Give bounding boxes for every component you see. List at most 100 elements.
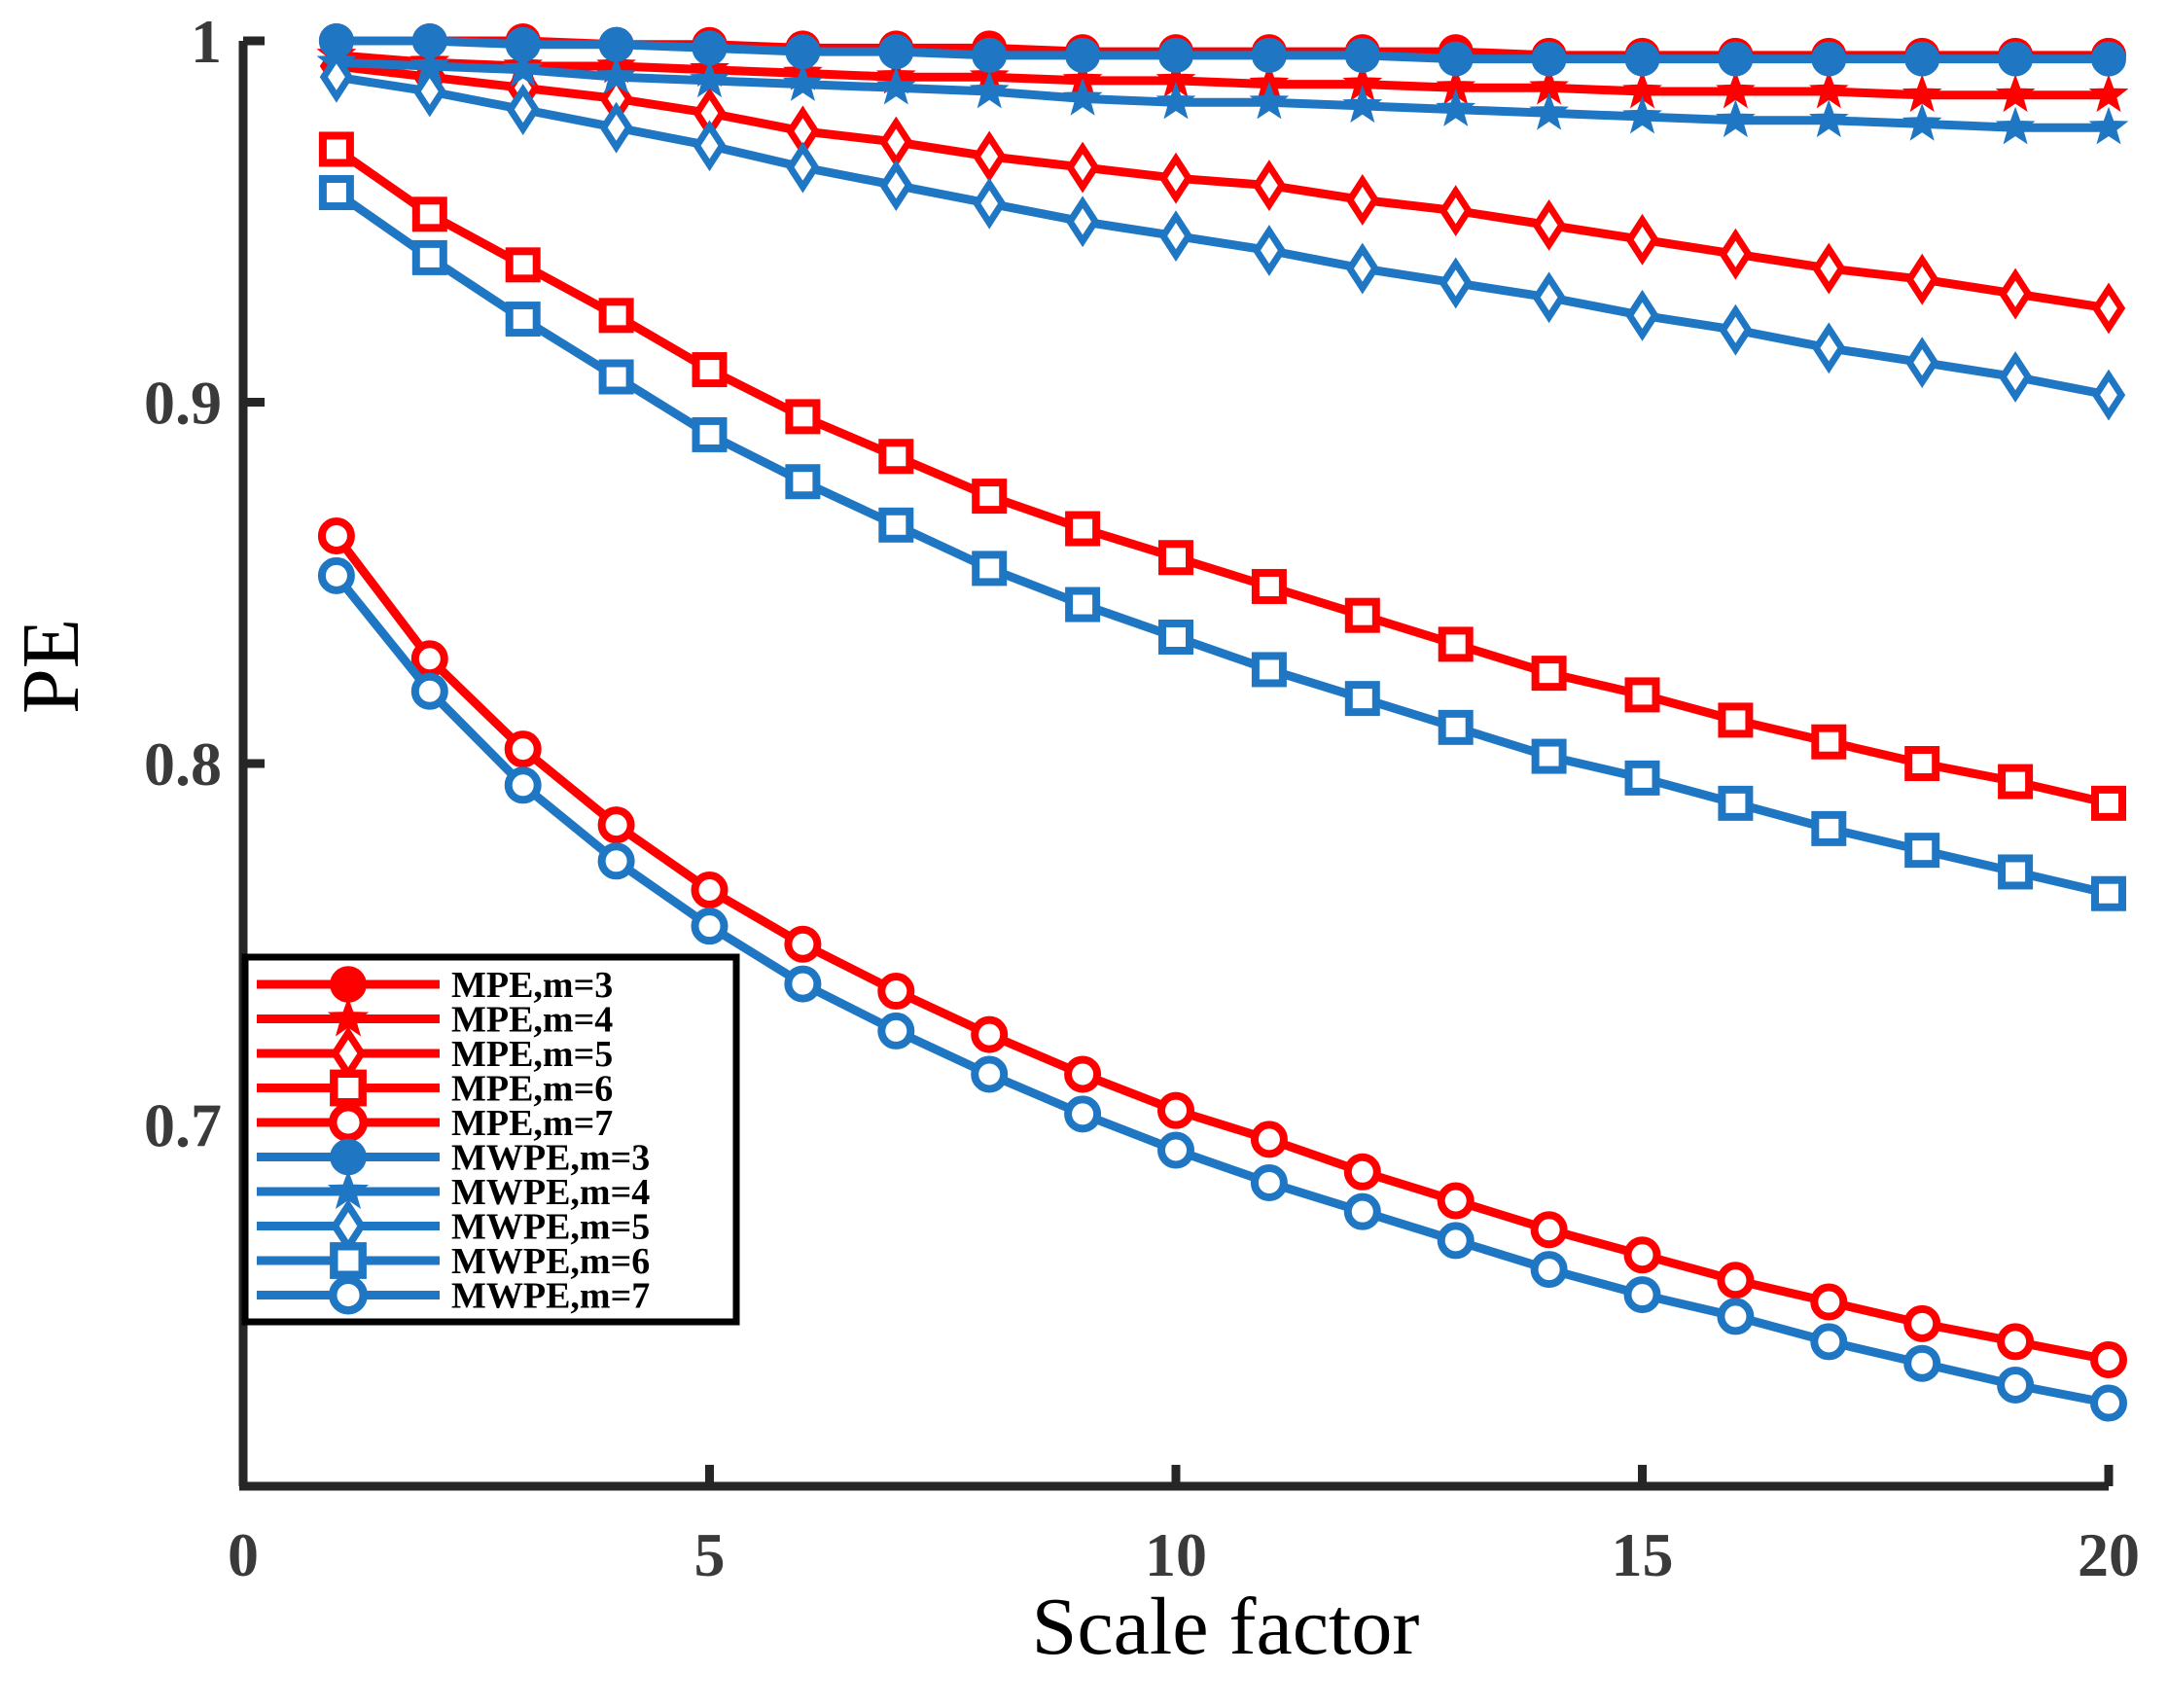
data-point-mpe-m-4 — [1808, 70, 1849, 109]
legend: MPE,m=3MPE,m=4MPE,m=5MPE,m=6MPE,m=7MWPE,… — [241, 953, 740, 1326]
data-point-mpe-m-4 — [1995, 74, 2036, 113]
data-point-mwpe-m-5 — [1158, 210, 1193, 263]
data-point-mwpe-m-4 — [1342, 85, 1383, 124]
data-point-mwpe-m-3 — [1438, 41, 1474, 77]
data-point-mwpe-m-6 — [505, 302, 541, 338]
data-point-mpe-m-6 — [2091, 785, 2126, 821]
data-point-mwpe-m-3 — [1531, 41, 1567, 77]
y-tick-label: 0.7 — [144, 1091, 222, 1160]
data-point-mpe-m-7 — [1530, 1211, 1568, 1249]
data-point-mwpe-m-6 — [1624, 760, 1660, 796]
legend-marker — [327, 997, 370, 1037]
data-point-mwpe-m-4 — [1808, 99, 1849, 138]
legend-entry-mwpe-m-6: MWPE,m=6 — [257, 1241, 650, 1282]
data-point-mwpe-m-6 — [692, 416, 728, 452]
data-point-mwpe-m-7 — [1064, 1095, 1102, 1133]
data-point-mpe-m-6 — [1998, 764, 2034, 800]
data-point-mwpe-m-5 — [319, 51, 354, 103]
data-point-mpe-m-7 — [1343, 1153, 1381, 1191]
data-point-mwpe-m-3 — [1065, 37, 1101, 73]
legend-label: MPE,m=4 — [451, 1000, 613, 1041]
data-point-mpe-m-4 — [1716, 70, 1756, 109]
data-point-mwpe-m-6 — [1904, 833, 1940, 869]
data-point-mpe-m-6 — [1624, 677, 1660, 713]
data-point-mwpe-m-4 — [596, 55, 636, 94]
data-point-mpe-m-5 — [1532, 199, 1566, 251]
data-point-mwpe-m-4 — [1529, 91, 1569, 130]
data-point-mwpe-m-5 — [786, 141, 820, 194]
series-mwpe-m-5 — [319, 51, 2126, 421]
legend-label: MWPE,m=3 — [451, 1138, 650, 1179]
data-point-mwpe-m-5 — [1998, 351, 2033, 403]
data-point-mpe-m-7 — [971, 1015, 1009, 1053]
data-point-mpe-m-7 — [410, 640, 448, 678]
legend-label: MPE,m=3 — [451, 965, 613, 1006]
data-point-mpe-m-7 — [784, 925, 822, 963]
data-point-mpe-m-7 — [691, 872, 729, 909]
x-tick-label: 0 — [228, 1520, 259, 1589]
data-point-mpe-m-6 — [972, 479, 1008, 515]
data-point-mwpe-m-5 — [1345, 242, 1379, 295]
data-point-mwpe-m-7 — [1343, 1192, 1381, 1230]
series-mwpe-m-3 — [318, 23, 2126, 77]
data-point-mpe-m-5 — [1719, 228, 1753, 280]
data-point-mpe-m-5 — [1345, 174, 1379, 226]
data-point-mwpe-m-3 — [785, 34, 821, 70]
data-point-mwpe-m-3 — [1158, 37, 1193, 73]
data-point-mwpe-m-7 — [1903, 1344, 1941, 1382]
x-tick-label: 5 — [694, 1520, 726, 1589]
data-point-mwpe-m-6 — [2091, 875, 2126, 911]
y-tick-label: 0.8 — [144, 729, 222, 799]
data-point-mpe-m-4 — [2088, 74, 2129, 113]
data-point-mwpe-m-7 — [410, 672, 448, 710]
legend-marker — [329, 1275, 368, 1315]
data-point-mwpe-m-6 — [318, 175, 354, 211]
data-point-mpe-m-6 — [1811, 724, 1847, 760]
data-point-mwpe-m-7 — [1810, 1323, 1848, 1361]
data-point-mwpe-m-6 — [785, 464, 821, 500]
data-point-mwpe-m-4 — [1249, 81, 1290, 120]
data-point-mpe-m-6 — [878, 439, 914, 475]
data-point-mpe-m-7 — [877, 973, 915, 1011]
series-mpe-m-6 — [318, 131, 2126, 821]
data-point-mwpe-m-4 — [783, 63, 823, 101]
legend-marker — [330, 1138, 367, 1176]
data-point-mwpe-m-4 — [875, 66, 916, 105]
data-point-mwpe-m-5 — [693, 120, 727, 172]
data-point-mpe-m-6 — [692, 352, 728, 388]
legend-label: MPE,m=7 — [451, 1103, 613, 1144]
legend-marker — [330, 1242, 367, 1279]
data-point-mpe-m-6 — [1531, 656, 1567, 692]
data-point-mpe-m-6 — [318, 131, 354, 167]
legend-entry-mwpe-m-4: MWPE,m=4 — [257, 1169, 650, 1213]
data-point-mwpe-m-4 — [1995, 106, 2036, 145]
data-point-mwpe-m-6 — [878, 507, 914, 543]
data-point-mwpe-m-5 — [1812, 322, 1846, 374]
legend-entry-mpe-m-4: MPE,m=4 — [257, 997, 613, 1041]
legend-marker — [330, 1069, 367, 1107]
data-point-mpe-m-6 — [1344, 597, 1380, 633]
x-tick-label: 20 — [2078, 1520, 2140, 1589]
data-point-mpe-m-7 — [1810, 1283, 1848, 1321]
data-point-mwpe-m-6 — [1158, 619, 1193, 655]
data-point-mpe-m-7 — [1250, 1121, 1288, 1158]
data-point-mpe-m-7 — [504, 730, 542, 768]
data-point-mwpe-m-6 — [598, 359, 634, 395]
data-point-mwpe-m-6 — [1251, 652, 1287, 688]
data-point-mwpe-m-4 — [1062, 77, 1103, 116]
data-point-mwpe-m-5 — [1532, 271, 1566, 324]
series-mwpe-m-7 — [317, 556, 2127, 1422]
data-point-mwpe-m-7 — [691, 907, 729, 945]
data-point-mwpe-m-6 — [1065, 587, 1101, 623]
legend-marker — [329, 1103, 368, 1142]
legend-marker — [327, 1169, 370, 1209]
data-point-mwpe-m-3 — [1251, 37, 1287, 73]
data-point-mpe-m-7 — [1064, 1055, 1102, 1093]
data-point-mwpe-m-3 — [972, 37, 1008, 73]
data-point-mpe-m-6 — [505, 247, 541, 283]
y-tick-label: 1 — [191, 7, 222, 76]
data-point-mwpe-m-6 — [1438, 709, 1474, 745]
data-point-mwpe-m-3 — [692, 30, 728, 66]
data-point-mpe-m-7 — [1623, 1236, 1661, 1274]
